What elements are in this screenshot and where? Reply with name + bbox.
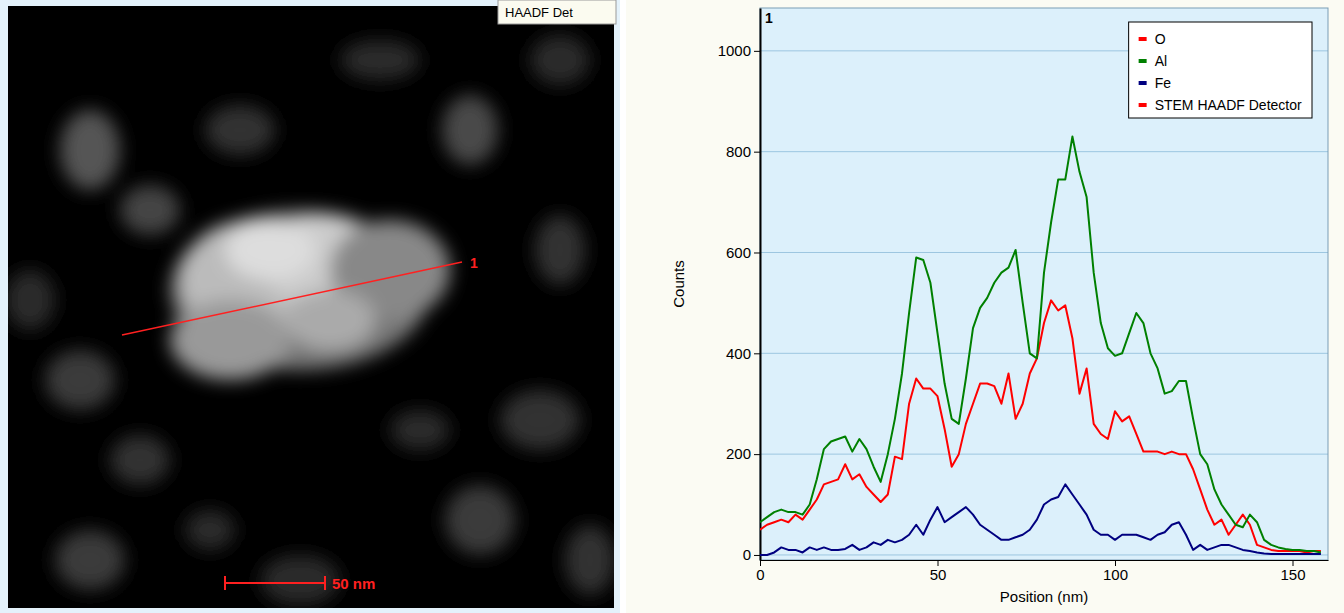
series-line — [760, 137, 1321, 553]
x-tick: 50 — [930, 560, 947, 583]
legend-label: O — [1155, 31, 1166, 47]
grid-line — [760, 554, 1328, 555]
page: 1 50 nm HAADF Det 0 50 100 150 0 200 400 600 800 100… — [0, 0, 1344, 613]
particle — [390, 410, 450, 450]
particle — [442, 95, 498, 165]
x-tick-label: 50 — [930, 566, 947, 583]
chart-background — [626, 0, 1344, 613]
y-axis: 0 200 400 600 800 1000 — [718, 9, 761, 564]
y-tick-mark — [754, 353, 760, 354]
series-line — [760, 300, 1321, 552]
lines — [760, 137, 1321, 555]
y-tick-mark — [754, 454, 760, 455]
x-tick-label: 150 — [1280, 566, 1305, 583]
y-tick: 1000 — [718, 42, 760, 59]
particle — [340, 40, 420, 80]
particle — [120, 185, 180, 235]
y-tick-mark — [754, 252, 760, 253]
y-tick-label: 1000 — [718, 42, 751, 59]
y-tick: 200 — [726, 445, 760, 462]
x-tick: 150 — [1280, 560, 1305, 583]
x-axis: 0 50 100 150 — [756, 560, 1328, 583]
y-axis-title: Counts — [670, 260, 687, 308]
plot-background — [760, 8, 1328, 560]
grid-line — [760, 454, 1328, 455]
legend: O Al Fe STEM HAADF Detector — [1129, 22, 1312, 118]
particle — [225, 220, 315, 280]
legend-box — [1129, 22, 1312, 118]
particle — [55, 530, 125, 590]
series-line — [760, 484, 1321, 555]
plot-frame — [760, 8, 1328, 560]
y-tick-label: 0 — [743, 546, 751, 563]
y-tick-mark — [754, 555, 760, 556]
y-tick: 400 — [726, 345, 760, 362]
particle — [260, 555, 340, 605]
legend-swatch — [1139, 103, 1147, 107]
panel-label: 1 — [765, 10, 773, 26]
legend-items: O Al Fe STEM HAADF Detector — [1139, 31, 1302, 113]
y-tick-label: 800 — [726, 143, 751, 160]
image-background — [8, 6, 614, 608]
particle — [205, 105, 275, 155]
particle — [285, 290, 375, 350]
y-tick: 600 — [726, 244, 760, 261]
particle — [8, 270, 55, 330]
scale-bar-end — [224, 576, 226, 590]
y-tick: 800 — [726, 143, 760, 160]
grid-line — [760, 353, 1328, 354]
y-tick-label: 600 — [726, 244, 751, 261]
grid — [760, 51, 1328, 555]
legend-swatch — [1139, 59, 1147, 63]
scale-bar-end — [324, 576, 326, 590]
x-axis-line — [761, 560, 1329, 561]
particle — [45, 350, 115, 410]
profile-line — [122, 262, 462, 335]
particle — [530, 35, 590, 85]
particle — [535, 215, 585, 285]
x-tick-label: 100 — [1103, 566, 1128, 583]
particle — [110, 435, 170, 485]
scale-bar-line — [225, 582, 325, 584]
legend-label: STEM HAADF Detector — [1155, 97, 1302, 113]
legend-label: Fe — [1155, 75, 1172, 91]
x-tick: 0 — [756, 560, 764, 583]
scale-bar-label: 50 nm — [332, 575, 375, 592]
particle — [60, 110, 120, 190]
particle — [565, 525, 614, 595]
particle — [185, 510, 235, 550]
scale-bar: 50 nm — [225, 575, 375, 592]
legend-label: Al — [1155, 53, 1167, 69]
profile-label: 1 — [470, 255, 478, 271]
legend-swatch — [1139, 81, 1147, 85]
detector-label: HAADF Det — [505, 5, 573, 20]
x-tick: 100 — [1103, 560, 1128, 583]
image-border — [0, 0, 620, 613]
detector-tab — [498, 0, 616, 24]
grid-line — [760, 151, 1328, 152]
image-content — [8, 35, 614, 605]
y-tick-mark — [754, 51, 760, 52]
y-tick-label: 200 — [726, 445, 751, 462]
particle — [500, 390, 580, 450]
legend-swatch — [1139, 37, 1147, 41]
y-tick: 0 — [743, 546, 760, 563]
y-tick-label: 400 — [726, 345, 751, 362]
particle — [445, 485, 515, 555]
x-axis-title: Position (nm) — [1000, 588, 1088, 605]
y-axis-line — [760, 9, 762, 561]
grid-line — [760, 252, 1328, 253]
x-tick-label: 0 — [756, 566, 764, 583]
y-tick-mark — [754, 152, 760, 153]
